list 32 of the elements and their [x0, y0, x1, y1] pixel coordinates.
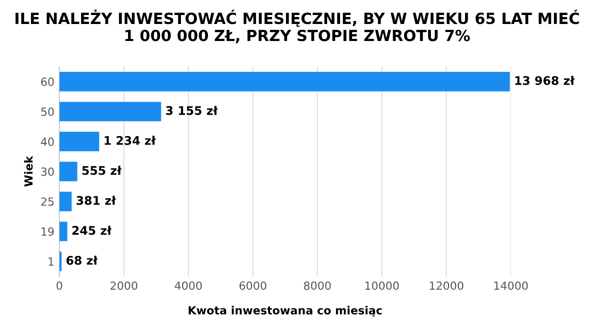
y-tick-label: 40 — [40, 138, 54, 146]
bar — [59, 162, 78, 182]
y-tick-label: 30 — [41, 167, 54, 176]
x-tick-label: 8000 — [304, 281, 331, 290]
bar — [59, 192, 72, 212]
x-tick-label: 2000 — [110, 281, 138, 290]
x-tick-label: 10000 — [365, 281, 399, 290]
data-label: 1 234 zł — [104, 136, 156, 145]
y-tick-label: 60 — [41, 78, 54, 86]
data-label: 555 zł — [82, 166, 122, 175]
x-tick-label: 14000 — [494, 281, 528, 290]
y-tick-label: 50 — [41, 108, 54, 116]
chart-title: ILE NALEŻY INWESTOWAĆ MIESIĘCZNIE, BY W WIEKU 65 LAT MIEĆ 1 000 000 ZŁ, PRZY STOPIE ZWROTU 7% — [16, 10, 579, 44]
x-axis-title: Kwota inwestowana co miesiąc — [188, 306, 382, 317]
bar — [59, 222, 68, 242]
x-tick-label: 4000 — [174, 281, 202, 290]
data-label: 381 zł — [76, 196, 116, 205]
data-label: 68 zł — [66, 256, 98, 265]
bar — [59, 102, 162, 122]
bar — [59, 132, 100, 152]
bar — [59, 72, 510, 92]
data-label: 13 968 zł — [515, 76, 575, 86]
y-axis-title: Wiek — [24, 156, 33, 187]
y-tick-label: 19 — [42, 227, 54, 236]
x-tick-label: 6000 — [240, 281, 266, 290]
y-tick-label: 25 — [41, 197, 54, 206]
x-tick-label: 0 — [56, 281, 62, 290]
data-label: 245 zł — [72, 226, 112, 235]
data-label: 3 155 zł — [166, 106, 218, 115]
x-tick-label: 12000 — [430, 281, 464, 290]
y-tick-label: 1 — [48, 258, 54, 266]
bar — [59, 252, 62, 272]
